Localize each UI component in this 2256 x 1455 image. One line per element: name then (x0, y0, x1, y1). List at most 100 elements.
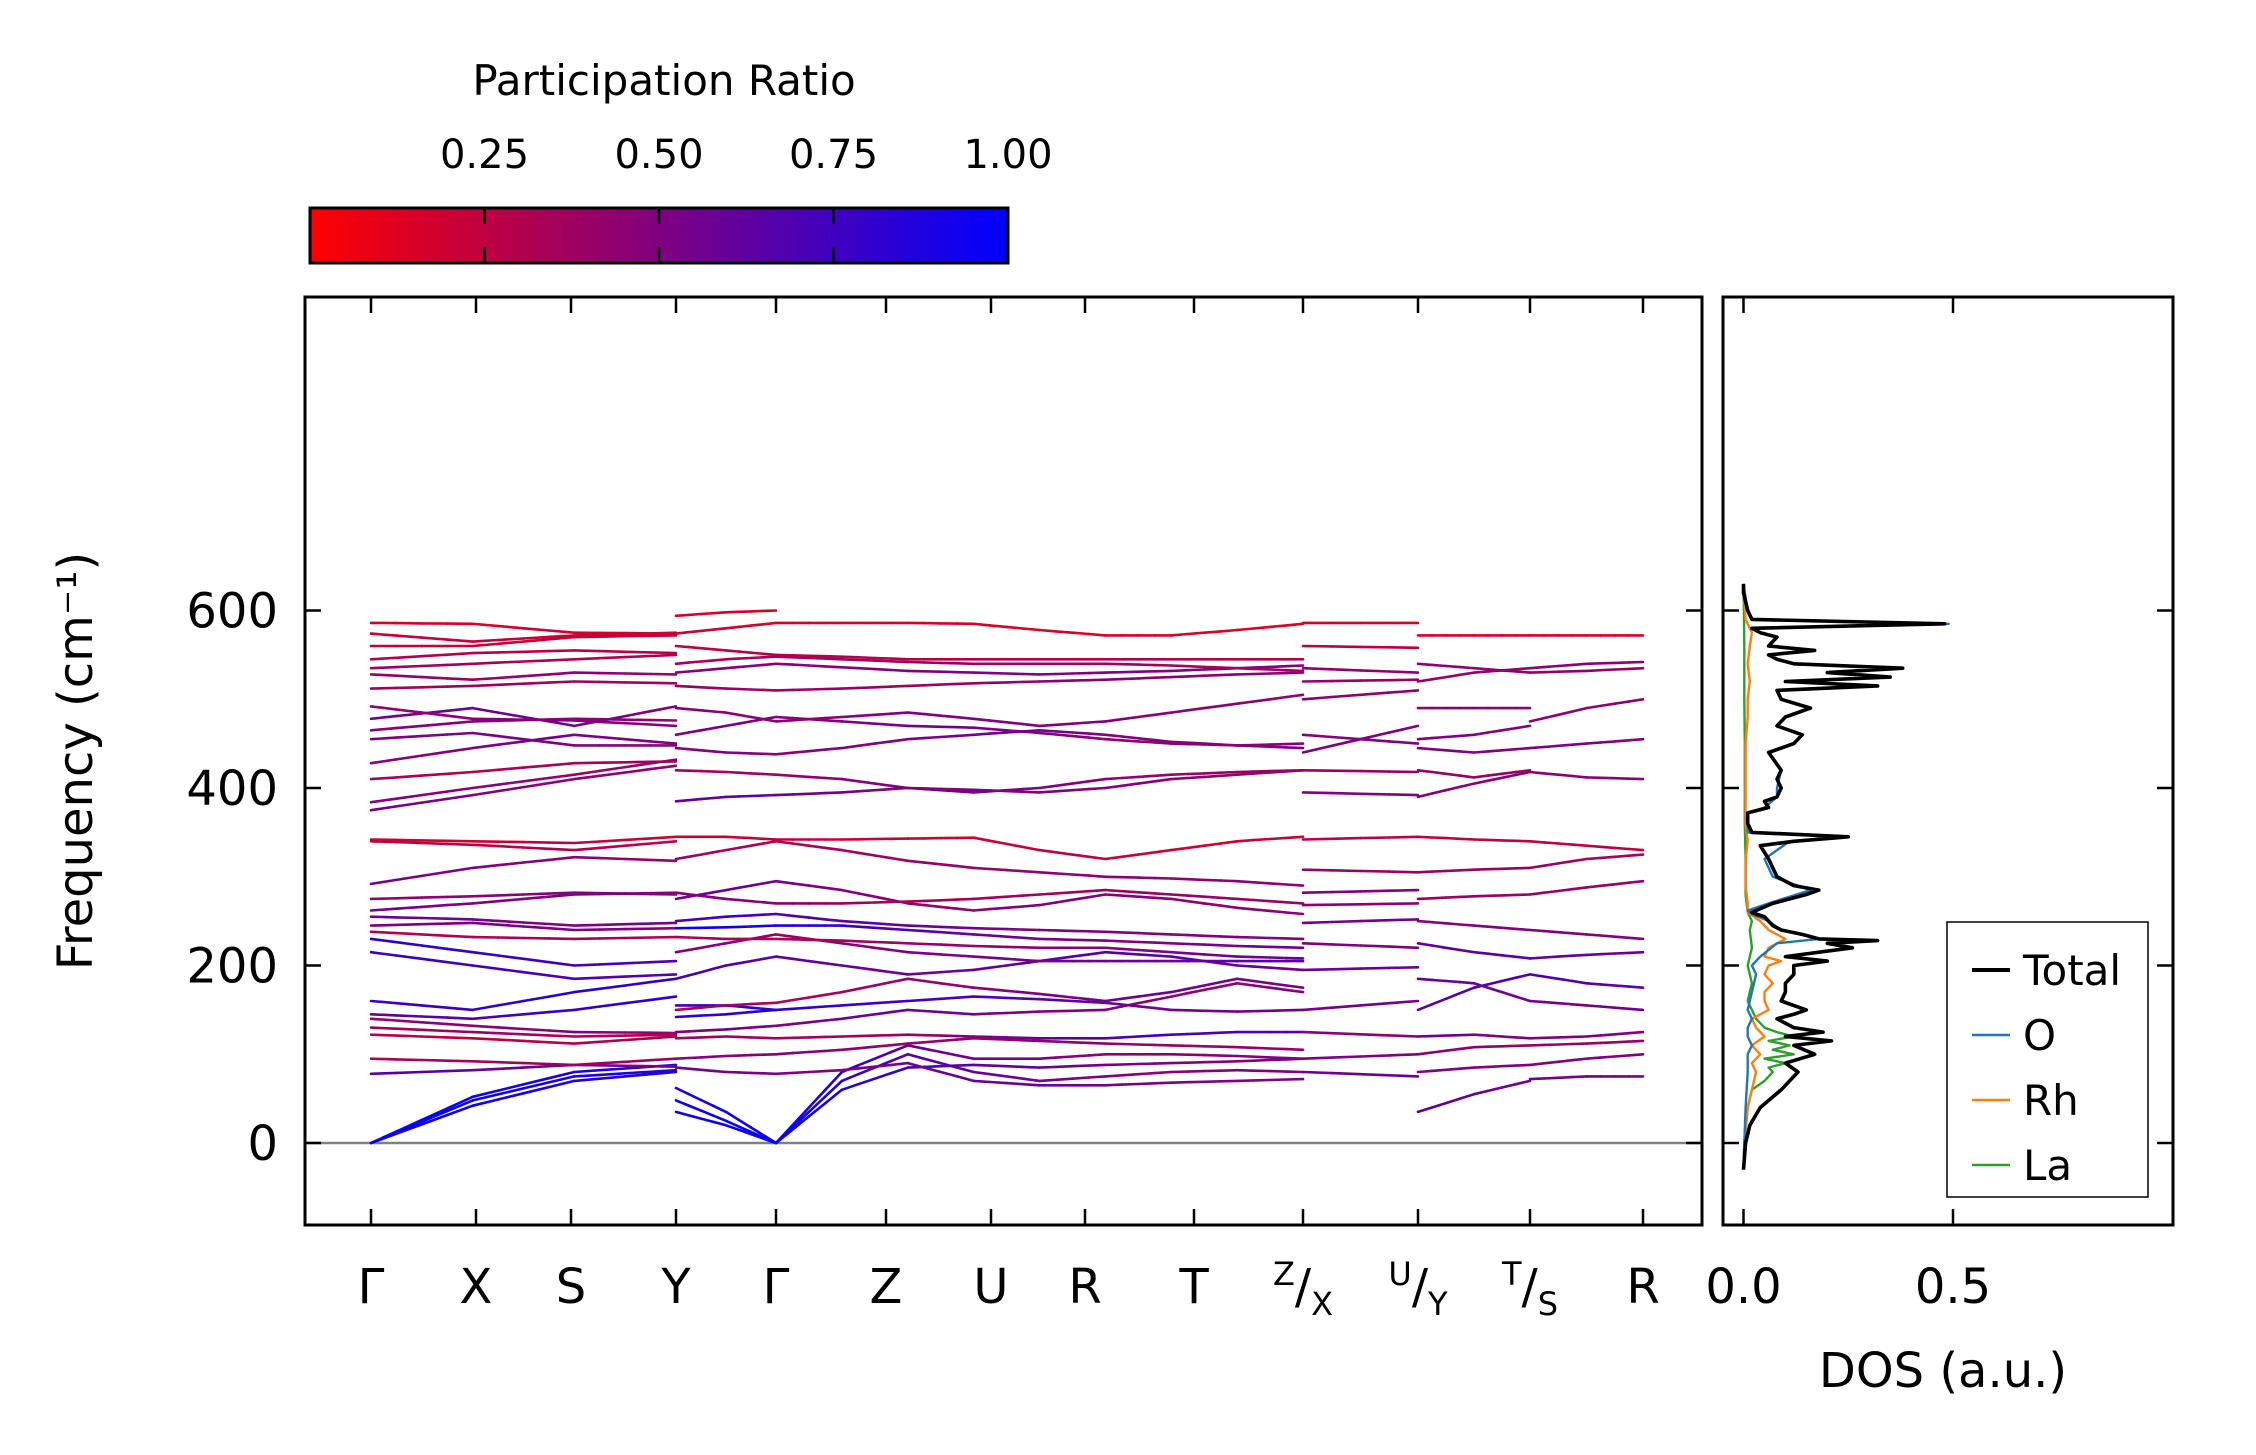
band-line (1153, 954, 1173, 958)
band-line (1268, 1008, 1288, 1013)
x-tick-label-x: X (460, 1259, 493, 1315)
band-line (1599, 1005, 1617, 1010)
band-line (572, 769, 602, 777)
band-line (1458, 782, 1476, 789)
band-line (807, 916, 827, 921)
band-line (1613, 951, 1631, 955)
band-line (1087, 736, 1107, 741)
band-line (699, 890, 715, 896)
band-line (471, 1098, 500, 1107)
band-line (547, 634, 576, 639)
band-line (420, 1107, 449, 1122)
band-line (369, 1130, 398, 1145)
band-line (873, 1071, 893, 1080)
band-line (1021, 990, 1041, 996)
band-line (1486, 986, 1504, 994)
band-line (699, 1109, 715, 1117)
band-line (749, 924, 765, 928)
band-line (889, 1044, 910, 1054)
legend-label-total: Total (2022, 946, 2121, 995)
band-line (1087, 678, 1107, 682)
band-line (939, 1061, 959, 1069)
band-line (972, 995, 992, 999)
band-line (972, 681, 992, 685)
band-line (889, 659, 910, 664)
band-line (598, 856, 627, 861)
band-line (420, 1004, 449, 1010)
band-line (369, 1017, 398, 1022)
x-tick-label-u: U (973, 1259, 1008, 1315)
band-line (674, 661, 690, 666)
band-line (873, 712, 893, 717)
band-line (1627, 950, 1645, 955)
band-line (824, 746, 844, 751)
band-line (547, 773, 576, 780)
band-line (547, 1062, 576, 1067)
band-line (1005, 935, 1025, 940)
band-line (774, 655, 794, 659)
band-line (1514, 724, 1532, 730)
band-line (856, 851, 877, 857)
band-line (1054, 872, 1074, 876)
band-line (939, 969, 959, 974)
band-line (906, 899, 926, 903)
band-line (737, 836, 753, 840)
band-line (1054, 722, 1074, 727)
band-line (1021, 893, 1041, 897)
band-line (988, 987, 1008, 993)
band-line (1388, 645, 1420, 650)
band-line (674, 706, 690, 711)
band-line (1301, 791, 1334, 795)
band-line (1202, 878, 1222, 882)
band-line (1005, 905, 1025, 910)
band-line (1472, 950, 1490, 956)
band-line (623, 721, 652, 726)
band-line (889, 1053, 910, 1063)
band-line (1202, 673, 1222, 678)
band-line (1170, 740, 1189, 745)
band-line (1186, 899, 1206, 905)
band-line (1137, 779, 1157, 785)
x-tick-label-sup: Z (1273, 1255, 1295, 1293)
band-line (1202, 985, 1222, 992)
band-line (420, 772, 449, 777)
band-line (445, 731, 475, 736)
band-line (762, 1072, 778, 1076)
band-line (1430, 663, 1448, 668)
band-line (840, 744, 860, 750)
band-line (1472, 1033, 1490, 1037)
band-line (807, 748, 827, 753)
band-line (1038, 728, 1058, 733)
band-line (687, 1056, 703, 1060)
band-line (1071, 1054, 1091, 1058)
band-line (1202, 953, 1222, 957)
band-line (598, 1034, 627, 1038)
band-line (687, 797, 703, 802)
band-line (774, 1051, 794, 1056)
band-line (369, 726, 398, 732)
band-line (1071, 1041, 1091, 1045)
band-line (1430, 788, 1448, 795)
band-line (774, 998, 794, 1005)
band-line (724, 649, 740, 653)
band-line (1444, 1047, 1462, 1052)
band-line (840, 1072, 860, 1083)
band-line (737, 1010, 753, 1015)
band-line (1054, 1077, 1074, 1082)
band-line (1186, 674, 1206, 678)
band-line (737, 844, 753, 850)
band-line (1186, 933, 1206, 938)
band-line (1444, 868, 1462, 873)
band-line (623, 737, 652, 743)
legend-frame (1946, 921, 2149, 1198)
band-line (687, 853, 703, 859)
band-line (699, 1117, 715, 1124)
band-line (1301, 890, 1334, 895)
band-line (1585, 1056, 1602, 1060)
band-line (1599, 845, 1617, 850)
band-line (1170, 664, 1189, 668)
band-line (1071, 889, 1091, 894)
x-tick-label-sub: X (1311, 1285, 1333, 1323)
band-line (1252, 979, 1272, 985)
band-line (623, 760, 652, 764)
